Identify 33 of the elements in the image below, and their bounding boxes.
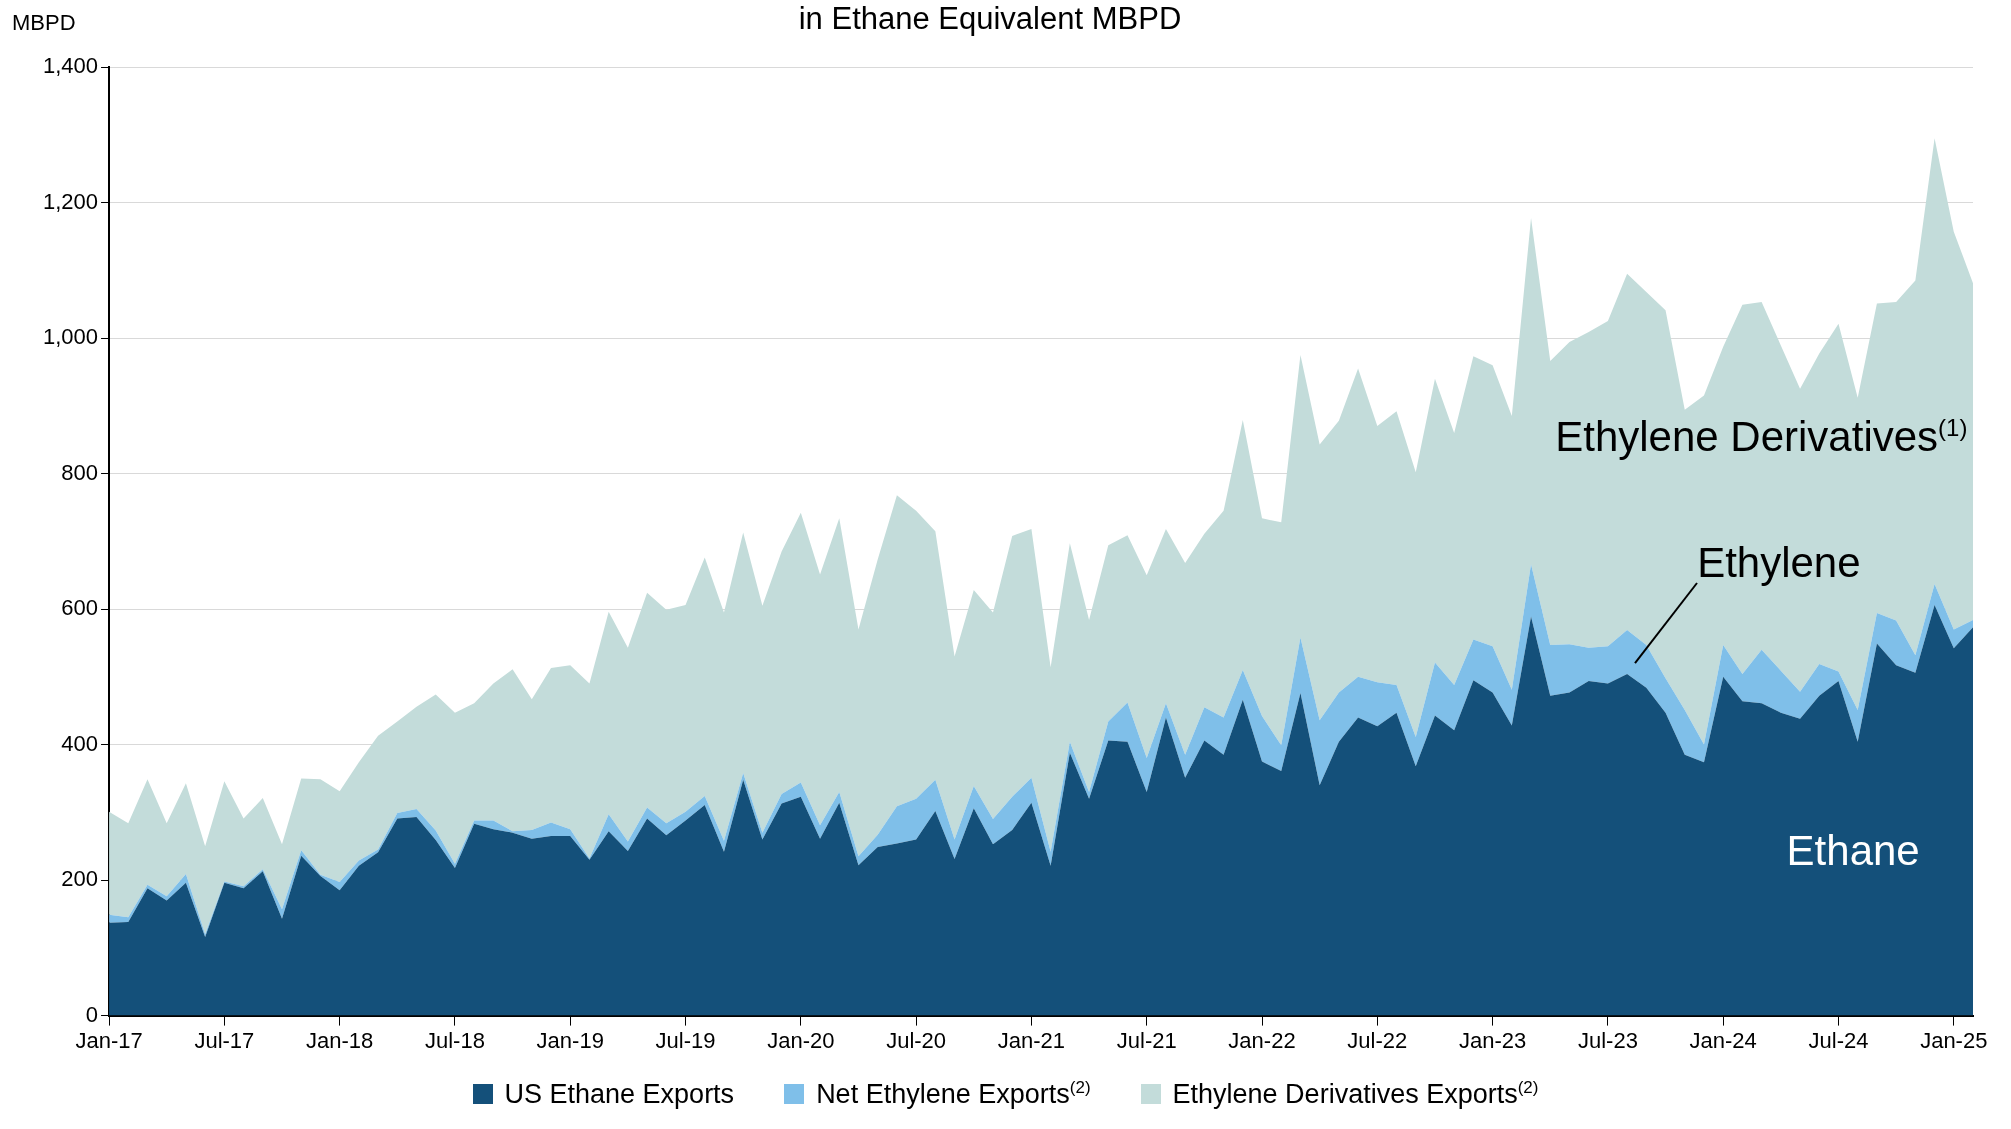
x-tick-label: Jan-24 [1689, 1027, 1757, 1053]
y-tick-label: 200 [61, 866, 99, 892]
x-tick-label: Jan-25 [1920, 1027, 1988, 1053]
annotation: Ethylene [1697, 539, 1861, 587]
legend-label: Ethylene Derivatives Exports$^{(2)}$ [1172, 1078, 1539, 1110]
y-axis-title: MBPD [12, 10, 76, 36]
x-tick-label: Jul-23 [1577, 1027, 1638, 1053]
chart-title: in Ethane Equivalent MBPD [798, 0, 1182, 36]
x-tick-label: Jan-23 [1458, 1027, 1527, 1053]
x-tick-label: Jul-22 [1347, 1027, 1408, 1053]
y-tick-label: 0 [85, 1001, 99, 1027]
y-tick-label: 600 [61, 595, 99, 621]
x-tick-label: Jan-19 [536, 1027, 604, 1053]
x-tick-label: Jul-20 [886, 1027, 947, 1053]
y-tick-label: 800 [61, 459, 99, 485]
x-tick-label: Jul-21 [1116, 1027, 1177, 1053]
x-tick-label: Jul-17 [194, 1027, 255, 1053]
y-tick-label: 400 [61, 730, 99, 756]
y-tick-label: 1,000 [42, 324, 99, 350]
x-tick-label: Jul-19 [655, 1027, 716, 1053]
x-tick-label: Jan-20 [767, 1027, 835, 1053]
x-tick-label: Jan-17 [75, 1027, 143, 1053]
annotation: Ethane [1786, 826, 1920, 874]
x-tick-label: Jan-18 [306, 1027, 374, 1053]
x-tick-label: Jan-22 [1228, 1027, 1296, 1053]
x-tick-label: Jul-24 [1808, 1027, 1869, 1053]
legend-label: Net Ethylene Exports$^{(2)}$ [816, 1078, 1091, 1110]
x-tick-label: Jan-21 [997, 1027, 1066, 1053]
annotation: Ethylene Derivatives$^{(1)}$ [1555, 412, 1968, 460]
x-tick-label: Jul-18 [424, 1027, 485, 1053]
legend-label: US Ethane Exports [504, 1078, 735, 1110]
y-tick-label: 1,200 [42, 188, 99, 214]
y-tick-label: 1,400 [42, 53, 99, 79]
